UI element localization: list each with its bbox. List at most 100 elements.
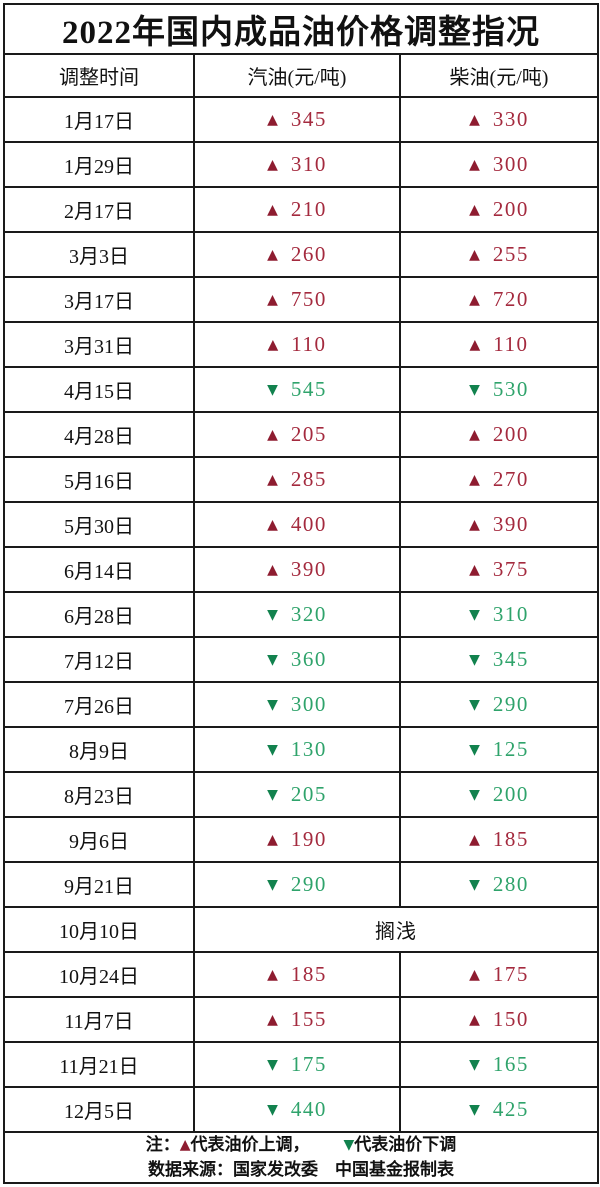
gasoline-cell: ▲ 260 [193, 231, 401, 278]
down-triangle-icon: ▼ [469, 787, 480, 803]
date-cell: 6月14日 [3, 546, 195, 593]
date-cell: 5月30日 [3, 501, 195, 548]
value-text: 360 [290, 647, 327, 671]
gasoline-cell: ▲ 205 [193, 411, 401, 458]
down-triangle-icon: ▼ [267, 742, 278, 758]
date-cell: 11月7日 [3, 996, 195, 1043]
footer-row: 注：▲代表油价上调， ▼代表油价下调 数据来源：国家发改委 中国基金报制表 [3, 1131, 599, 1184]
value-text: 345 [290, 107, 327, 131]
oil-price-adjustment-table: 2022年国内成品油价格调整指况 调整时间 汽油(元/吨) 柴油(元/吨) 1月… [3, 3, 599, 1184]
table-row: 11月7日 ▲ 155 ▲ 150 [3, 996, 599, 1043]
date-cell: 5月16日 [3, 456, 195, 503]
gasoline-cell: ▲ 110 [193, 321, 401, 368]
gasoline-cell: ▼ 440 [193, 1086, 401, 1133]
down-triangle-icon: ▼ [469, 1102, 480, 1118]
table-row: 10月10日 搁浅 [3, 906, 599, 953]
up-triangle-icon: ▲ [267, 157, 278, 173]
date-cell: 8月9日 [3, 726, 195, 773]
diesel-cell: ▲ 720 [399, 276, 599, 323]
up-triangle-icon: ▲ [469, 427, 480, 443]
down-triangle-icon: ▼ [469, 697, 480, 713]
gasoline-cell: ▼ 175 [193, 1041, 401, 1088]
table-row: 8月9日 ▼ 130 ▼ 125 [3, 726, 599, 773]
diesel-cell: ▼ 165 [399, 1041, 599, 1088]
table-row: 5月30日 ▲ 400 ▲ 390 [3, 501, 599, 548]
value-text: 300 [492, 152, 529, 176]
up-triangle-icon: ▲ [267, 247, 278, 263]
down-triangle-icon: ▼ [267, 1102, 278, 1118]
value-text: 200 [492, 782, 529, 806]
value-text: 210 [290, 197, 327, 221]
diesel-cell: ▼ 425 [399, 1086, 599, 1133]
down-triangle-icon: ▼ [469, 652, 480, 668]
legend-label: 注： [145, 1135, 180, 1154]
value-text: 290 [492, 692, 529, 716]
date-cell: 1月17日 [3, 96, 195, 143]
diesel-cell: ▼ 125 [399, 726, 599, 773]
up-triangle-icon: ▲ [267, 832, 278, 848]
up-triangle-icon: ▲ [267, 472, 278, 488]
table-row: 5月16日 ▲ 285 ▲ 270 [3, 456, 599, 503]
down-triangle-icon: ▼ [343, 1137, 355, 1153]
diesel-cell: ▼ 200 [399, 771, 599, 818]
value-text: 310 [290, 152, 327, 176]
gasoline-cell: ▼ 320 [193, 591, 401, 638]
column-header-gasoline: 汽油(元/吨) [193, 53, 401, 98]
value-text: 750 [290, 287, 327, 311]
table-row: 10月24日 ▲ 185 ▲ 175 [3, 951, 599, 998]
up-triangle-icon: ▲ [469, 517, 480, 533]
value-text: 260 [290, 242, 327, 266]
gasoline-cell: ▲ 190 [193, 816, 401, 863]
gasoline-cell: ▼ 300 [193, 681, 401, 728]
up-triangle-icon: ▲ [179, 1137, 191, 1153]
table-row: 9月21日 ▼ 290 ▼ 280 [3, 861, 599, 908]
value-text: 175 [492, 962, 529, 986]
value-text: 345 [492, 647, 529, 671]
value-text: 425 [492, 1097, 529, 1121]
date-cell: 6月28日 [3, 591, 195, 638]
legend-line: 注：▲代表油价上调， ▼代表油价下调 [6, 1134, 596, 1158]
value-text: 310 [492, 602, 529, 626]
diesel-cell: ▲ 185 [399, 816, 599, 863]
value-text: 270 [492, 467, 529, 491]
date-cell: 3月3日 [3, 231, 195, 278]
date-cell: 11月21日 [3, 1041, 195, 1088]
table-row: 7月12日 ▼ 360 ▼ 345 [3, 636, 599, 683]
diesel-cell: ▲ 300 [399, 141, 599, 188]
down-triangle-icon: ▼ [267, 382, 278, 398]
diesel-cell: ▲ 330 [399, 96, 599, 143]
down-triangle-icon: ▼ [267, 697, 278, 713]
value-text: 150 [492, 1007, 529, 1031]
diesel-cell: ▼ 345 [399, 636, 599, 683]
value-text: 110 [291, 332, 327, 356]
up-triangle-icon: ▲ [469, 832, 480, 848]
down-triangle-icon: ▼ [267, 1057, 278, 1073]
date-cell: 9月6日 [3, 816, 195, 863]
column-header-date: 调整时间 [3, 53, 195, 98]
value-text: 185 [290, 962, 327, 986]
gasoline-cell: ▼ 360 [193, 636, 401, 683]
value-text: 175 [290, 1052, 327, 1076]
value-text: 200 [492, 422, 529, 446]
value-text: 545 [290, 377, 327, 401]
date-cell: 8月23日 [3, 771, 195, 818]
table-row: 6月14日 ▲ 390 ▲ 375 [3, 546, 599, 593]
gasoline-cell: ▲ 390 [193, 546, 401, 593]
value-text: 440 [290, 1097, 327, 1121]
value-text: 400 [290, 512, 327, 536]
gasoline-cell: ▲ 210 [193, 186, 401, 233]
date-cell: 10月10日 [3, 906, 195, 953]
date-cell: 4月28日 [3, 411, 195, 458]
up-triangle-icon: ▲ [469, 337, 481, 353]
up-triangle-icon: ▲ [469, 1012, 480, 1028]
up-triangle-icon: ▲ [469, 967, 480, 983]
value-text: 110 [493, 332, 529, 356]
value-text: 185 [492, 827, 529, 851]
gasoline-cell: ▼ 205 [193, 771, 401, 818]
date-cell: 9月21日 [3, 861, 195, 908]
up-triangle-icon: ▲ [267, 427, 278, 443]
title-row: 2022年国内成品油价格调整指况 [3, 3, 599, 55]
up-triangle-icon: ▲ [469, 292, 480, 308]
value-text: 205 [290, 782, 327, 806]
